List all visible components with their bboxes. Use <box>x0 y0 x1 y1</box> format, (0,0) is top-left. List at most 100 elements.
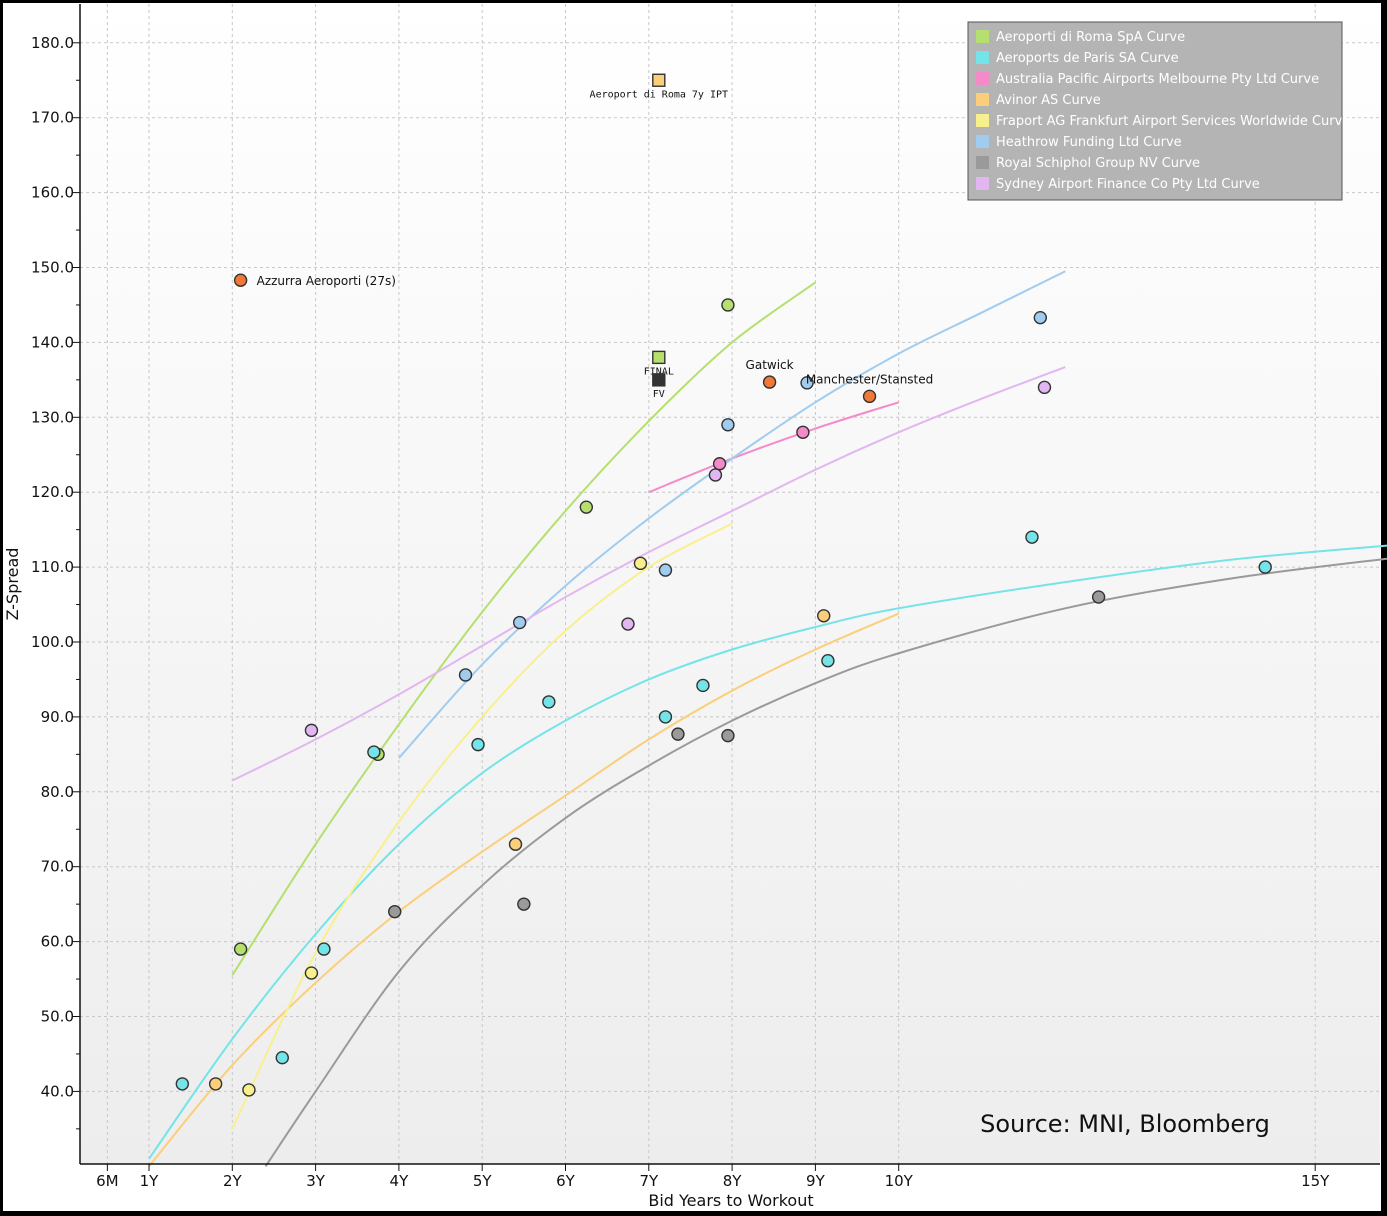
y-tick-label: 100.0 <box>31 633 74 651</box>
legend-swatch <box>976 93 989 106</box>
data-point <box>542 695 556 709</box>
highlight-label: Azzurra Aeroporti (27s) <box>257 274 396 288</box>
data-point <box>508 837 523 851</box>
data-point <box>721 418 735 432</box>
legend-box <box>967 21 1343 201</box>
x-tick-label: 15Y <box>1301 1172 1330 1190</box>
y-tick-label: 80.0 <box>41 783 74 801</box>
legend-entry: Royal Schiphol Group NV Curve <box>996 156 1200 171</box>
y-tick-label: 130.0 <box>31 408 74 426</box>
data-point <box>579 500 594 514</box>
data-point <box>388 904 402 919</box>
y-tick-label: 140.0 <box>31 333 74 351</box>
data-point <box>512 615 527 630</box>
data-point <box>304 966 319 980</box>
axes: 6M 1Y 2Y 3Y 4Y 5Y 6Y 7Y 8Y 9Y 10Y 15Y 40.0 50.0 60.0 70… <box>31 4 1380 1190</box>
x-tick-label: 6Y <box>556 1172 576 1190</box>
legend-entry: Aeroporti di Roma SpA Curve <box>996 30 1185 45</box>
square-marker <box>652 373 666 387</box>
y-tick-label: 90.0 <box>41 708 74 726</box>
square-markers: Aeroport di Roma 7y IPT FINAL FV <box>590 73 728 400</box>
data-point <box>658 563 673 577</box>
legend-swatch <box>976 156 989 169</box>
data-point <box>621 617 635 631</box>
legend: Aeroporti di Roma SpA Curve Aeroports de … <box>967 21 1350 201</box>
highlight-label: Gatwick <box>746 358 794 372</box>
data-point <box>458 668 473 682</box>
y-tick-label: 160.0 <box>31 184 74 202</box>
data-point <box>1037 380 1052 395</box>
curve-line-7 <box>264 557 1387 1167</box>
data-point <box>1258 560 1272 574</box>
y-tick-label: 40.0 <box>41 1082 74 1100</box>
square-marker-label: FV <box>653 389 665 400</box>
x-tick-label: 8Y <box>723 1172 743 1190</box>
curve-line-8 <box>231 366 1066 782</box>
curve-line-5 <box>231 522 733 1130</box>
data-point <box>233 942 248 956</box>
square-marker-label: Aeroport di Roma 7y IPT <box>590 89 728 100</box>
data-point <box>721 298 735 312</box>
x-tick-label: 3Y <box>306 1172 326 1190</box>
highlight-point <box>233 273 248 287</box>
y-tick-label: 150.0 <box>31 259 74 277</box>
x-axis-title: Bid Years to Workout <box>648 1191 813 1210</box>
square-marker <box>652 73 666 87</box>
data-point <box>208 1077 223 1091</box>
data-point <box>1025 530 1039 544</box>
source-annotation: Source: MNI, Bloomberg <box>980 1110 1270 1138</box>
data-point <box>317 942 331 956</box>
x-tick-label: 9Y <box>806 1172 826 1190</box>
x-tick-label: 2Y <box>223 1172 243 1190</box>
highlight-label: Manchester/Stansted <box>806 372 933 386</box>
legend-swatch <box>976 135 989 148</box>
legend-swatch <box>976 72 989 85</box>
data-point <box>517 897 531 911</box>
x-tick-label: 6M <box>96 1172 119 1190</box>
data-point <box>242 1083 256 1097</box>
data-point <box>696 678 710 693</box>
curve-line-4 <box>148 612 900 1167</box>
curve-line-3 <box>648 401 900 494</box>
data-point <box>712 457 727 471</box>
data-point <box>471 737 485 752</box>
data-point <box>1091 590 1106 604</box>
data-point <box>175 1077 190 1091</box>
curve-line-1 <box>231 281 816 976</box>
x-tick-label: 1Y <box>140 1172 160 1190</box>
legend-entry: Australia Pacific Airports Melbourne Pty… <box>996 72 1319 87</box>
data-point <box>658 710 673 724</box>
highlight-point <box>862 389 877 404</box>
legend-entry: Aeroports de Paris SA Curve <box>996 51 1179 66</box>
y-axis-title: Z-Spread <box>3 548 22 621</box>
y-tick-label: 180.0 <box>31 34 74 52</box>
data-points: Azzurra Aeroporti (27s) Gatwick Manchester… <box>175 273 1272 1097</box>
data-point <box>367 745 381 759</box>
data-point <box>800 376 814 390</box>
y-tick-label: 170.0 <box>31 109 74 127</box>
y-tick-label: 120.0 <box>31 483 74 501</box>
y-tick-label: 60.0 <box>41 933 74 951</box>
highlight-point <box>762 375 777 389</box>
y-tick-label: 50.0 <box>41 1008 74 1026</box>
legend-swatch <box>976 114 989 127</box>
data-point <box>275 1050 289 1065</box>
x-tick-label: 5Y <box>473 1172 493 1190</box>
data-point <box>721 728 735 743</box>
data-point <box>821 654 835 668</box>
square-marker-label: FINAL <box>644 366 674 377</box>
legend-entry: Fraport AG Frankfurt Airport Services Wo… <box>996 114 1350 129</box>
y-tick-label: 110.0 <box>31 558 74 576</box>
y-tick-label: 70.0 <box>41 858 74 876</box>
data-point <box>671 727 685 741</box>
x-tick-label: 7Y <box>639 1172 659 1190</box>
data-point <box>817 609 831 623</box>
data-point <box>1033 310 1048 325</box>
legend-swatch <box>976 177 989 190</box>
legend-swatch <box>976 30 989 43</box>
curve-line-2 <box>148 544 1387 1160</box>
data-point <box>708 468 723 482</box>
square-marker <box>652 350 666 365</box>
